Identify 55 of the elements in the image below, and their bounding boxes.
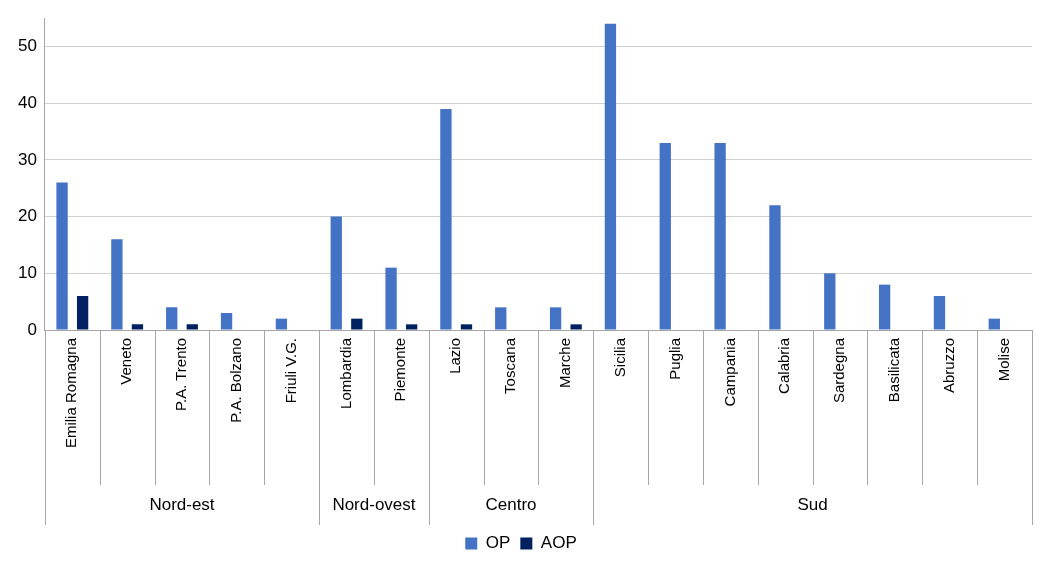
x-tick-label: Molise [994,338,1012,382]
x-tick-label: Basilicata [885,337,903,403]
x-tick-label: Campania [720,337,738,407]
bar [131,324,144,330]
bar [330,216,342,330]
x-tick-label: Piemonte [391,338,409,402]
bar [933,295,946,330]
y-tick-label: 50 [17,36,37,56]
y-tick-label: 40 [17,92,37,112]
bar [824,273,836,330]
bar [351,318,363,330]
y-tick-label: 10 [17,263,37,282]
bar [714,142,726,330]
bar [878,284,891,330]
legend-label: OP [485,533,511,553]
x-tick-label: Emilia Romagna [62,337,80,449]
bar [186,324,198,330]
legend-label: AOP [540,533,577,553]
bar [988,318,1000,330]
x-tick-label: Toscana [501,337,519,394]
x-tick-label: Veneto [117,338,135,385]
x-tick-label: Sardegna [830,337,848,404]
bar [549,307,562,330]
x-tick-label: P.A. Bolzano [226,338,244,423]
bar [659,142,671,330]
bar [111,239,123,330]
bar [405,324,418,330]
x-tick-label: Abruzzo [939,338,957,394]
text: Sud [797,494,828,514]
x-tick-label: Lazio [446,338,464,374]
x-tick-label: Friuli V.G. [281,338,299,404]
y-tick-label: 0 [27,319,37,339]
y-tick-label: 20 [17,206,37,226]
bar [604,23,617,330]
x-tick-label: Puglia [665,337,683,380]
x-tick-label: Marche [556,338,574,389]
bar [769,205,781,330]
bar [275,318,288,330]
text: Nord-est [149,494,215,514]
bar [166,307,178,330]
bar [56,182,68,330]
bar [76,295,89,330]
x-tick-label: Lombardia [336,337,354,409]
y-tick-label: 30 [17,149,37,169]
bar [385,267,397,330]
x-tick-label: Calabria [775,337,793,394]
x-tick-label: P.A. Trento [172,338,190,412]
bar [570,324,582,330]
bar [495,307,507,330]
bar [460,324,473,330]
text: Nord-ovest [332,494,416,514]
x-tick-label: Sicilia [610,337,628,378]
bar [440,108,452,330]
text: Centro [485,494,537,514]
bar [220,312,233,330]
